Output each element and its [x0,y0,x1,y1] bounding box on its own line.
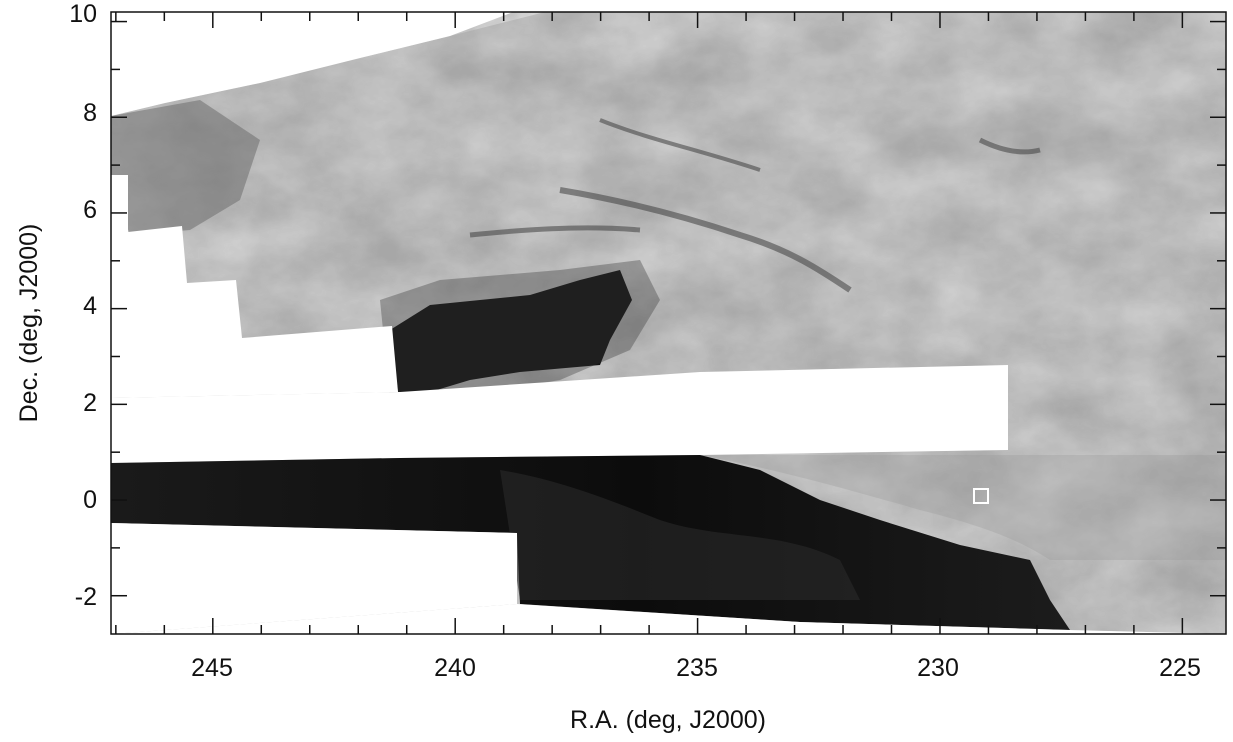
y-tick-label: 2 [83,389,97,417]
map-missing-left [111,12,514,116]
y-tick-label: 10 [69,0,97,28]
x-tick-label: 225 [1159,654,1201,682]
y-tick-label: 4 [83,292,97,320]
y-tick-label: 6 [83,196,97,224]
y-tick-label: 0 [83,486,97,514]
plot-frame [110,11,1227,635]
map-band-transition [700,455,1226,560]
map-filaments [469,118,1041,293]
map-dark-cloud-core [390,270,632,392]
map-dark-upper-left [111,100,260,235]
map-missing-left-steps [111,175,398,398]
map-dark-cloud-halo [380,260,660,400]
map-missing-lower-left [111,523,517,634]
x-tick-labels: 245 240 235 230 225 [191,654,1201,682]
x-tick-label: 240 [434,654,476,682]
x-tick-label: 235 [676,654,718,682]
y-axis-title: Dec. (deg, J2000) [15,224,43,423]
y-tick-labels: 10 8 6 4 2 0 -2 [69,0,97,611]
x-tick-label: 230 [917,654,959,682]
y-tick-label: -2 [75,583,97,611]
map-missing-bottom [111,604,1226,634]
map-data-gap [111,365,1008,463]
target-marker-square [973,488,989,504]
x-axis-title: R.A. (deg, J2000) [570,706,766,734]
extinction-map-image [111,12,1226,634]
y-tick-label: 8 [83,99,97,127]
x-tick-label: 245 [191,654,233,682]
axis-ticks [111,12,1226,634]
map-dark-band-texture [500,470,860,600]
